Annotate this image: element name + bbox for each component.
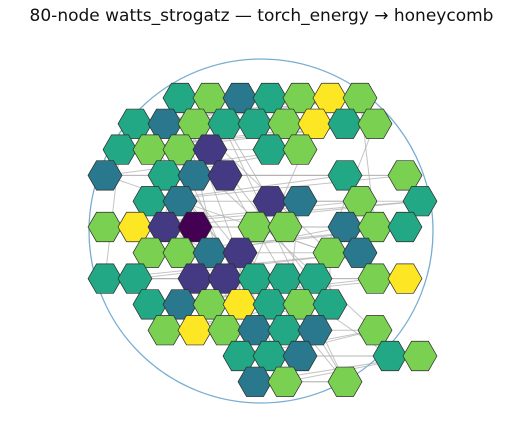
- hex-node: [327, 160, 363, 191]
- hex-node: [402, 186, 438, 217]
- hex-node: [162, 186, 198, 217]
- hex-node: [252, 340, 288, 372]
- hex-node: [327, 366, 363, 397]
- hex-node: [147, 108, 183, 139]
- hex-node: [132, 134, 168, 165]
- hex-node: [282, 340, 318, 372]
- hex-layer: [87, 82, 438, 397]
- boundary-circle: [88, 58, 434, 404]
- hex-node: [387, 160, 423, 191]
- hex-node: [192, 289, 228, 320]
- hex-node: [162, 134, 198, 165]
- hex-node: [102, 134, 138, 165]
- hex-node: [327, 108, 363, 139]
- hex-node: [357, 315, 393, 346]
- hex-node: [162, 82, 198, 114]
- hex-node: [342, 186, 378, 217]
- hex-node: [282, 134, 318, 165]
- hex-node: [312, 289, 348, 320]
- hex-node: [117, 211, 153, 243]
- hex-node: [357, 263, 393, 294]
- hex-node: [207, 108, 243, 139]
- hex-node: [207, 160, 243, 191]
- hex-node: [237, 315, 273, 346]
- hex-node: [312, 237, 348, 268]
- hex-node: [147, 211, 183, 243]
- hex-node: [177, 160, 213, 191]
- hex-node: [387, 263, 423, 294]
- hex-node: [267, 263, 303, 294]
- hex-node: [192, 82, 228, 114]
- hex-node: [237, 366, 273, 397]
- hex-node: [267, 315, 303, 346]
- hex-node: [327, 211, 363, 243]
- hex-node: [222, 340, 258, 372]
- hex-node: [117, 263, 153, 294]
- hex-node: [162, 289, 198, 320]
- hex-node: [387, 211, 423, 243]
- hex-node: [132, 186, 168, 217]
- diagram-title: 80-node watts_strogatz — torch_energy → …: [29, 6, 494, 26]
- hex-node: [282, 186, 318, 217]
- hex-node: [402, 340, 438, 372]
- hex-node: [147, 315, 183, 346]
- hex-node: [132, 237, 168, 268]
- hex-node: [132, 289, 168, 320]
- hex-node: [87, 211, 123, 243]
- hex-node: [357, 211, 393, 243]
- hex-node: [282, 289, 318, 320]
- hex-node: [282, 82, 318, 114]
- hex-node: [87, 160, 123, 191]
- hex-node: [297, 108, 333, 139]
- hex-node: [207, 263, 243, 294]
- hex-node: [342, 82, 378, 114]
- hex-node: [342, 237, 378, 268]
- hex-node: [252, 134, 288, 165]
- hex-node: [357, 108, 393, 139]
- hex-node: [372, 340, 408, 372]
- hex-node: [267, 211, 303, 243]
- hex-node: [237, 211, 273, 243]
- hex-node: [117, 108, 153, 139]
- hex-node: [312, 82, 348, 114]
- hex-node: [297, 315, 333, 346]
- hex-node: [87, 263, 123, 294]
- hex-node: [267, 366, 303, 397]
- hex-node: [177, 315, 213, 346]
